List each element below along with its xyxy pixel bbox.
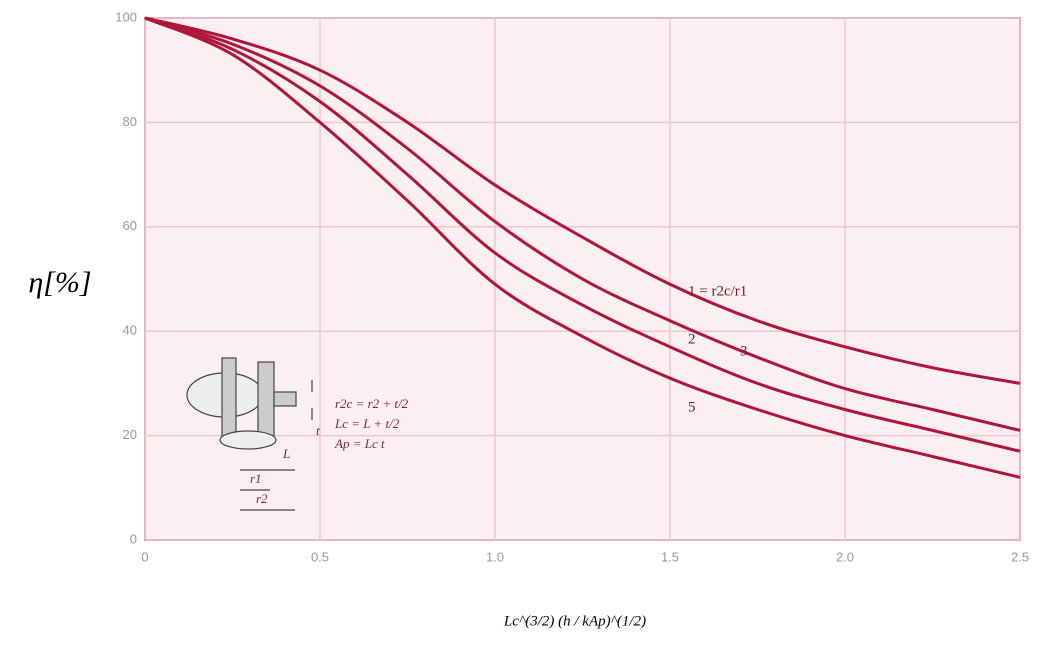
fin-diagram <box>186 357 313 511</box>
annotation: L <box>282 446 290 461</box>
x-axis-label: Lc^(3/2) (h / kAp)^(1/2) <box>503 613 646 629</box>
annotation: r2 <box>256 491 268 506</box>
y-tick-label: 60 <box>123 218 137 233</box>
series-label: 5 <box>688 399 696 415</box>
curve <box>144 16 1021 453</box>
annotation: t <box>316 423 320 438</box>
x-tick-label: 2.0 <box>836 549 854 564</box>
x-tick-label: 2.5 <box>1011 549 1029 564</box>
series-label: 1 = r2c/r1 <box>688 283 747 299</box>
curve <box>144 16 1021 385</box>
curve <box>144 16 1021 479</box>
annotation: r1 <box>250 471 262 486</box>
annotation: r2c = r2 + t/2 <box>335 396 409 411</box>
curve <box>144 16 1021 432</box>
y-tick-label: 20 <box>123 427 137 442</box>
y-tick-label: 40 <box>123 323 137 338</box>
annotation: Ap = Lc t <box>334 436 385 451</box>
x-tick-label: 1.5 <box>661 549 679 564</box>
x-tick-label: 0 <box>141 549 148 564</box>
y-tick-label: 100 <box>115 9 137 24</box>
y-tick-label: 80 <box>123 114 137 129</box>
x-tick-label: 1.0 <box>486 549 504 564</box>
series-label: 2 <box>688 331 696 347</box>
y-axis-label: η[%] <box>28 266 91 299</box>
y-tick-label: 0 <box>130 531 137 546</box>
x-tick-label: 0.5 <box>311 549 329 564</box>
annotation: Lc = L + t/2 <box>334 416 400 431</box>
series-label: 3 <box>740 343 748 359</box>
